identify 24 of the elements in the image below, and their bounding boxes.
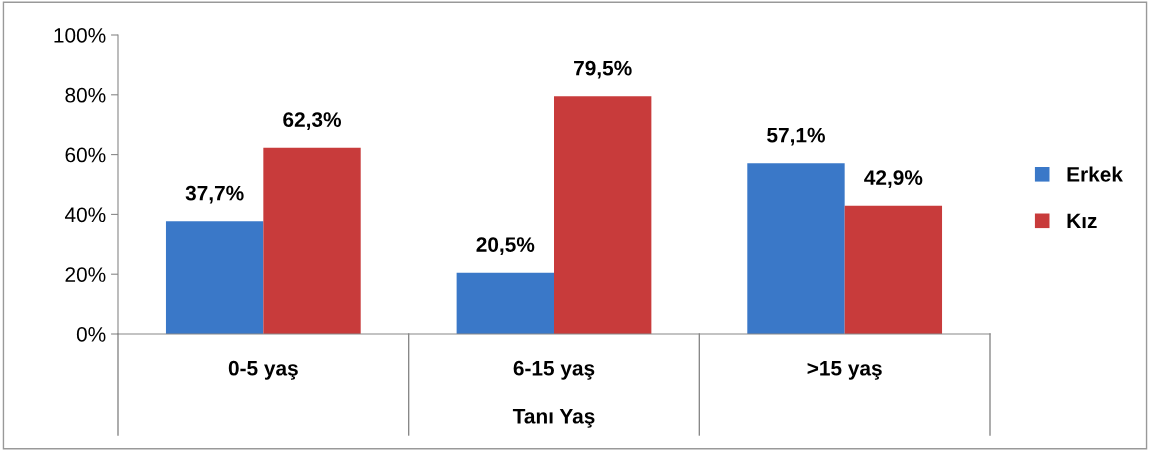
data-label: 20,5% <box>476 237 535 255</box>
bar <box>456 272 554 334</box>
x-axis-title: Tanı Yaş <box>512 409 595 428</box>
x-tick-label: >15 yaş <box>807 361 882 380</box>
bar <box>263 147 361 334</box>
y-tick-label: 80% <box>65 87 106 103</box>
y-tick-label: 20% <box>65 267 106 282</box>
legend-label: Kız <box>1067 213 1097 229</box>
bar <box>844 205 943 334</box>
data-label: 79,5% <box>574 60 632 79</box>
x-tick-label: 0-5 yaş <box>228 360 298 380</box>
y-tick-label: 0% <box>76 327 106 342</box>
x-tick-label: 6-15 yaş <box>513 360 595 380</box>
y-tick-label: 60% <box>65 147 106 163</box>
bar <box>554 96 652 334</box>
data-label: 42,9% <box>864 170 923 188</box>
bar <box>747 163 845 334</box>
data-label: 62,3% <box>283 112 342 130</box>
y-tick-label: 100% <box>54 28 106 43</box>
data-label: 37,7% <box>185 185 244 204</box>
y-tick-label: 40% <box>64 207 106 223</box>
data-label: 57,1% <box>767 127 825 146</box>
legend-label: Erkek <box>1067 166 1123 182</box>
bar <box>165 221 264 334</box>
